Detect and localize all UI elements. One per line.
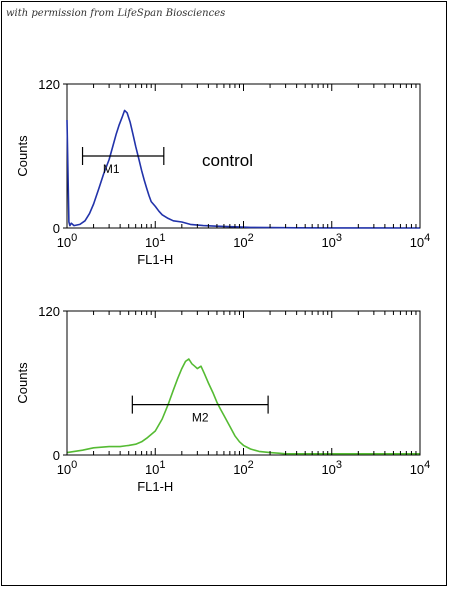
x-tick-label: 100 — [57, 232, 78, 250]
x-tick-label: 103 — [321, 459, 342, 477]
gate-label: M1 — [103, 162, 120, 176]
x-axis-title: FL1-H — [137, 252, 173, 267]
x-tick-label: 101 — [145, 459, 166, 477]
y-tick-label: 0 — [53, 221, 60, 236]
histogram-panel-2: 0 120 Counts 100 101 102 103 104 FL1-H M2 — [15, 304, 430, 494]
watermark-text: with permission from LifeSpan Bioscience… — [6, 8, 226, 19]
x-tick-label: 104 — [410, 459, 431, 477]
gate-label: M2 — [192, 411, 209, 425]
x-tick-label: 104 — [410, 232, 431, 250]
histogram-curve — [66, 358, 420, 455]
plot-area — [66, 310, 421, 456]
annotation-text: control — [202, 151, 253, 170]
y-tick-label: 120 — [38, 77, 60, 92]
x-tick-label: 102 — [233, 459, 254, 477]
x-tick-label: 100 — [57, 459, 78, 477]
y-tick-label: 120 — [38, 304, 60, 319]
x-tick-label: 102 — [233, 232, 254, 250]
y-tick-label: 0 — [53, 448, 60, 463]
y-axis-title: Counts — [15, 362, 30, 404]
histogram-panel-1: 0 120 Counts 100 101 102 103 104 FL1-H M1 control — [15, 77, 430, 267]
x-axis-title: FL1-H — [137, 479, 173, 494]
x-tick-label: 101 — [145, 232, 166, 250]
y-axis-title: Counts — [15, 135, 30, 177]
x-tick-label: 103 — [321, 232, 342, 250]
